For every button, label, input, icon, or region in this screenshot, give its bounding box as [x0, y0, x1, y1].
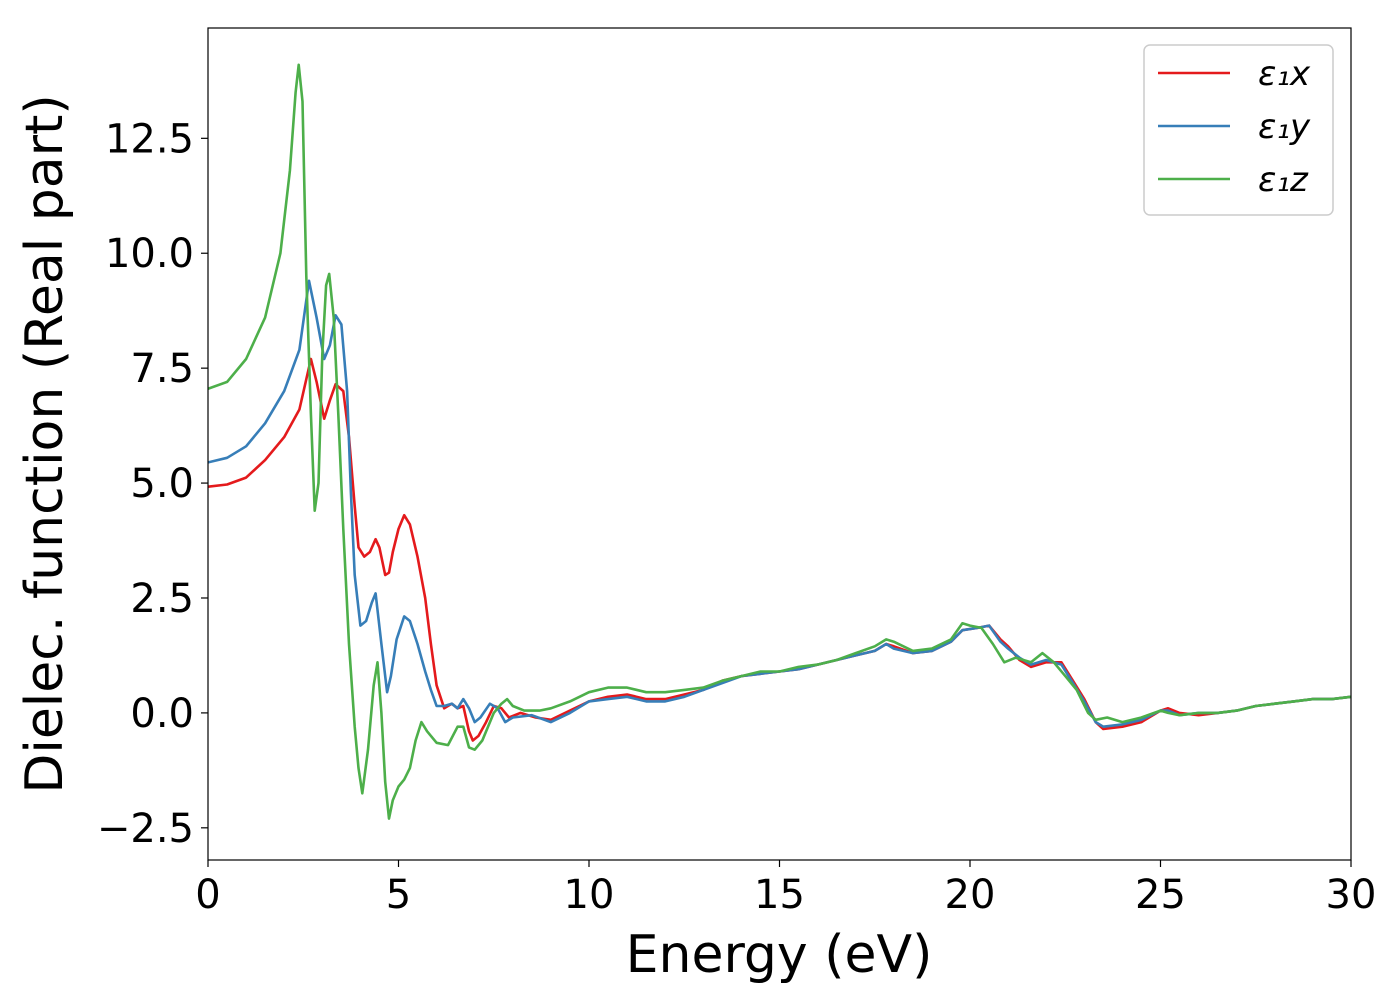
y-tick-label: 7.5: [130, 346, 194, 392]
x-tick-label: 15: [754, 872, 805, 918]
y-tick-label: 0.0: [130, 691, 194, 737]
y-axis: −2.5 0.0 2.5 5.0 7.5 10.0 12.5: [97, 116, 208, 852]
y-tick-label: 2.5: [130, 576, 194, 622]
x-axis: 0 5 10 15 20 25 30: [195, 860, 1376, 918]
legend-box: [1143, 44, 1334, 216]
series-line-2: [208, 279, 1351, 728]
legend: ε₁x ε₁y ε₁z: [1143, 44, 1334, 216]
x-tick-label: 0: [195, 872, 220, 918]
legend-label-3: ε₁z: [1258, 160, 1309, 200]
x-tick-label: 30: [1326, 872, 1377, 918]
y-tick-label: 5.0: [130, 461, 194, 507]
y-tick-label: 10.0: [105, 231, 194, 277]
x-tick-label: 25: [1135, 872, 1186, 918]
x-axis-title: Energy (eV): [626, 925, 933, 985]
x-tick-label: 5: [386, 872, 411, 918]
legend-label-1: ε₁x: [1258, 54, 1311, 94]
x-tick-label: 20: [945, 872, 996, 918]
y-tick-label: −2.5: [97, 806, 194, 852]
series-line-3: [208, 63, 1351, 820]
y-tick-label: 12.5: [105, 116, 194, 162]
x-tick-label: 10: [564, 872, 615, 918]
series-layer: [208, 63, 1351, 820]
legend-label-2: ε₁y: [1258, 107, 1311, 147]
y-axis-title: Dielec. function (Real part): [15, 94, 75, 793]
